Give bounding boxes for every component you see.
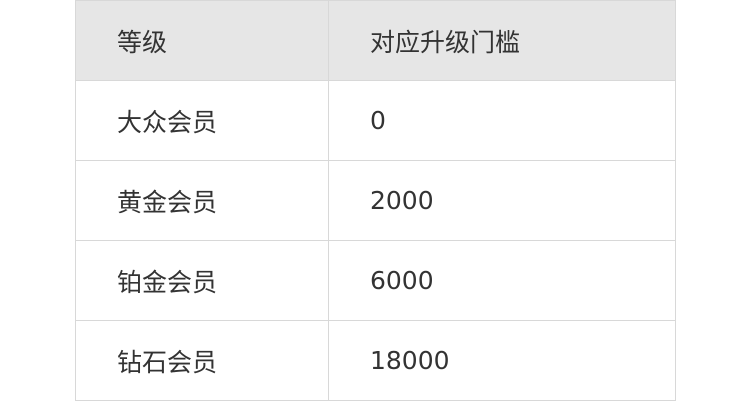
threshold-cell: 0	[328, 80, 676, 161]
table-row: 钻石会员 18000	[75, 320, 676, 401]
threshold-cell: 2000	[328, 160, 676, 241]
table-row: 黄金会员 2000	[75, 160, 676, 241]
header-threshold: 对应升级门槛	[328, 0, 676, 81]
table-row: 铂金会员 6000	[75, 240, 676, 321]
table-header-row: 等级 对应升级门槛	[75, 0, 676, 81]
threshold-cell: 6000	[328, 240, 676, 321]
membership-level-table: 等级 对应升级门槛 大众会员 0 黄金会员 2000 铂金会员 6000 钻石会…	[75, 0, 676, 401]
level-cell: 大众会员	[75, 80, 329, 161]
header-level: 等级	[75, 0, 329, 81]
table-row: 大众会员 0	[75, 80, 676, 161]
level-cell: 铂金会员	[75, 240, 329, 321]
level-cell: 黄金会员	[75, 160, 329, 241]
threshold-cell: 18000	[328, 320, 676, 401]
level-cell: 钻石会员	[75, 320, 329, 401]
